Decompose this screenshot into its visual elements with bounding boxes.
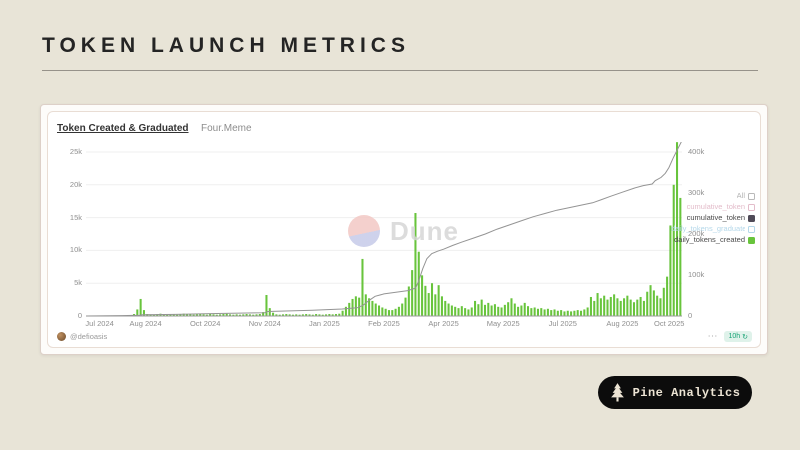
right-axis-tick: 400k — [688, 147, 705, 156]
x-axis-tick: Nov 2024 — [248, 319, 281, 328]
legend-item[interactable]: All — [671, 191, 755, 201]
chart-canvas — [86, 142, 682, 317]
legend-label: cumulative_token — [686, 213, 745, 222]
legend-label: daily_tokens_graduated — [671, 224, 745, 233]
legend-item[interactable]: daily_tokens_graduated — [671, 224, 755, 234]
refresh-badge[interactable]: 10h ↻ — [724, 331, 752, 342]
footer-controls: ⋯ 10h ↻ — [707, 331, 752, 342]
right-axis-tick: 100k — [688, 270, 705, 279]
left-axis-tick: 25k — [69, 147, 82, 156]
x-axis-tick: Aug 2025 — [606, 319, 639, 328]
left-axis-tick: 0 — [77, 311, 82, 320]
x-axis-tick: Jul 2025 — [548, 319, 577, 328]
legend-checkbox-icon[interactable] — [748, 225, 755, 233]
x-axis-tick: Aug 2024 — [129, 319, 162, 328]
legend-checkbox-icon[interactable] — [748, 192, 755, 200]
card-footer: @defioasis ⋯ 10h ↻ — [57, 330, 752, 343]
page-title: TOKEN LAUNCH METRICS — [42, 34, 410, 57]
dune-chart-card: Token Created & Graduated Four.Meme 25k 2… — [40, 104, 768, 355]
brand-label: Pine Analytics — [632, 385, 741, 400]
right-axis-tick: 300k — [688, 188, 705, 197]
left-axis-tick: 10k — [69, 245, 82, 255]
x-axis-tick: Feb 2025 — [368, 319, 400, 328]
left-axis-tick: 15k — [69, 212, 82, 222]
legend-label: daily_tokens_created — [674, 235, 745, 244]
x-axis-tick: May 2025 — [486, 319, 520, 328]
right-axis-tick: 0 — [688, 311, 693, 320]
x-axis-tick: Jul 2024 — [85, 319, 114, 328]
chart-panel: Token Created & Graduated Four.Meme 25k 2… — [47, 111, 761, 348]
legend-label: cumulative_token — [686, 202, 745, 211]
x-axis-tick: Oct 2024 — [189, 319, 221, 328]
x-axis-tick: Apr 2025 — [428, 319, 459, 328]
legend-checkbox-icon[interactable] — [748, 203, 755, 211]
right-axis-tick: 200k — [688, 229, 705, 238]
legend-item[interactable]: daily_tokens_created — [671, 235, 755, 245]
chart-subtitle: Four.Meme — [200, 123, 252, 134]
author: @defioasis — [57, 332, 107, 341]
legend-swatch-icon[interactable] — [748, 214, 755, 222]
chart-title-link[interactable]: Token Created & Graduated — [57, 123, 189, 134]
x-axis-tick: Oct 2025 — [653, 319, 685, 328]
plot-area — [86, 142, 682, 318]
pine-tree-icon — [610, 383, 624, 402]
refresh-icon: ↻ — [742, 333, 748, 341]
left-axis-tick: 5k — [74, 278, 82, 288]
author-avatar — [57, 332, 66, 341]
title-divider — [42, 70, 758, 71]
more-options-icon[interactable]: ⋯ — [707, 330, 718, 342]
legend-label: All — [736, 191, 745, 200]
legend-swatch-icon[interactable] — [748, 236, 755, 244]
left-axis-tick: 20k — [69, 179, 82, 189]
x-axis-labels: Jul 2024 Aug 2024 Oct 2024 Nov 2024 Jan 2025… — [85, 319, 685, 330]
chart-header: Token Created & Graduated Four.Meme — [57, 118, 252, 136]
author-handle[interactable]: @defioasis — [70, 332, 108, 341]
refresh-badge-label: 10h — [728, 333, 741, 340]
legend-item[interactable]: cumulative_token — [671, 202, 755, 212]
x-axis-tick: Jan 2025 — [308, 319, 340, 328]
legend-item[interactable]: cumulative_token — [671, 213, 755, 223]
brand-badge: Pine Analytics — [598, 376, 752, 409]
